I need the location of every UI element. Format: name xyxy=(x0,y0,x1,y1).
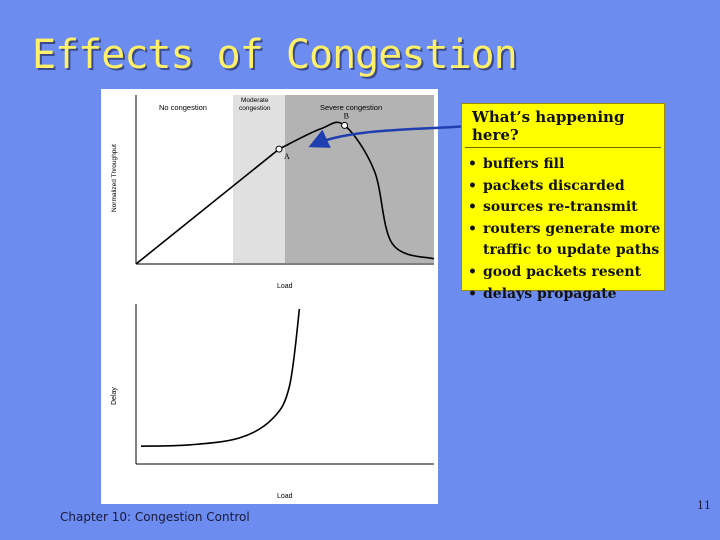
point-a-label: A xyxy=(284,152,290,161)
bullet: • xyxy=(468,285,477,302)
point-a-marker xyxy=(275,145,283,153)
bullet: • xyxy=(468,156,477,172)
delay-xlabel: Load xyxy=(277,493,293,500)
list-item: • packets discarded xyxy=(468,176,664,198)
moderate-line-1: Moderate xyxy=(241,97,269,104)
callout-box: What’s happening here? • buffers fill • pa… xyxy=(461,103,665,302)
list-item: • good packets resent xyxy=(468,262,664,284)
congestion-figure: No congestion Moderate congestion Severe… xyxy=(101,89,438,504)
region-label-moderate: Moderate congestion xyxy=(239,97,271,112)
region-label-no-congestion: No congestion xyxy=(159,103,207,112)
delay-curve xyxy=(140,308,301,447)
bullet: • xyxy=(468,177,477,194)
throughput-xlabel: Load xyxy=(277,283,293,290)
bullet: • xyxy=(468,263,477,280)
severe-congestion-region xyxy=(285,95,434,263)
point-b-label: B xyxy=(344,111,349,120)
list-item: • buffers fill xyxy=(468,154,664,176)
callout-title: What’s happening here? xyxy=(465,104,661,148)
delay-plot: Delay Load xyxy=(111,304,434,500)
list-item: • sources re-transmit xyxy=(468,197,664,219)
point-b-marker xyxy=(341,121,349,129)
list-item: • routers generate more traffic to update… xyxy=(468,219,664,262)
throughput-plot: No congestion Moderate congestion Severe… xyxy=(111,95,435,290)
slide-title: Effects of Congestion xyxy=(32,32,518,78)
region-label-severe: Severe congestion xyxy=(320,103,382,112)
list-item: • delays propagate xyxy=(468,284,664,306)
page-number: 11 xyxy=(697,499,711,512)
throughput-ylabel: Normalized Throughput xyxy=(111,144,118,212)
bullet: • xyxy=(468,220,477,237)
footer-chapter: Chapter 10: Congestion Control xyxy=(60,510,250,524)
callout-list: • buffers fill • packets discarded • source… xyxy=(462,154,664,305)
moderate-line-2: congestion xyxy=(239,105,271,112)
bullet: • xyxy=(468,199,477,216)
congestion-figure-svg: No congestion Moderate congestion Severe… xyxy=(111,95,435,500)
delay-ylabel: Delay xyxy=(111,387,118,405)
